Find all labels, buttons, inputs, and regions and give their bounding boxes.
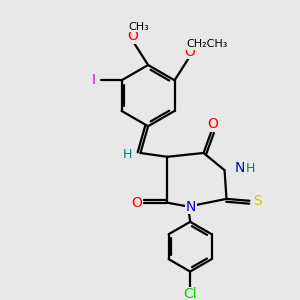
Text: O: O — [184, 45, 195, 58]
Text: CH₂CH₃: CH₂CH₃ — [186, 39, 228, 49]
Text: N: N — [186, 200, 196, 214]
Text: O: O — [131, 196, 142, 210]
Text: I: I — [92, 73, 96, 87]
Text: CH₃: CH₃ — [128, 22, 149, 32]
Text: Cl: Cl — [183, 287, 197, 300]
Text: H: H — [246, 162, 255, 175]
Text: H: H — [122, 148, 132, 161]
Text: O: O — [208, 117, 218, 131]
Text: N: N — [234, 161, 244, 175]
Text: S: S — [253, 194, 262, 208]
Text: O: O — [128, 29, 138, 43]
